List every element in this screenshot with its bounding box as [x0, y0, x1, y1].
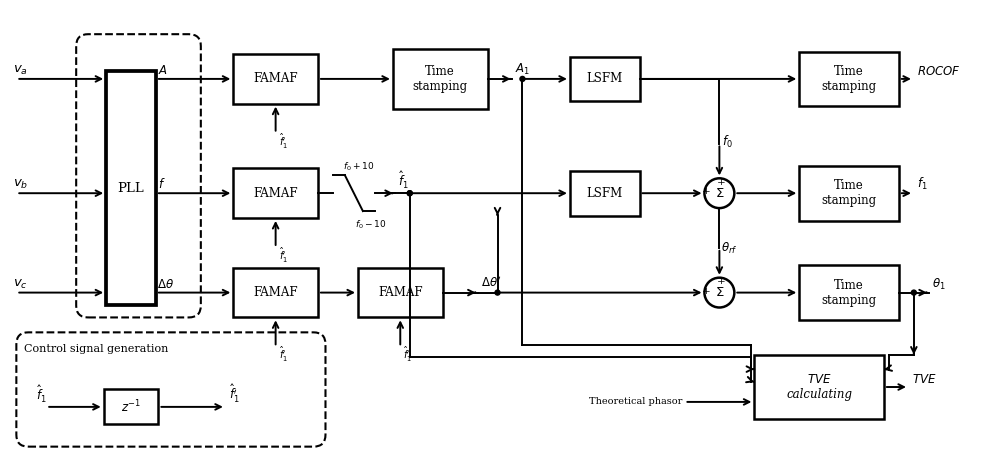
Circle shape	[407, 191, 412, 196]
Text: $\Delta\theta$: $\Delta\theta$	[157, 278, 174, 291]
FancyBboxPatch shape	[233, 54, 318, 104]
Text: $\Delta\theta'$: $\Delta\theta'$	[481, 275, 501, 289]
Text: $\hat{f}_1'$: $\hat{f}_1'$	[279, 131, 288, 151]
Text: $TVE$
calculating: $TVE$ calculating	[786, 373, 852, 401]
FancyBboxPatch shape	[754, 355, 884, 419]
FancyBboxPatch shape	[358, 268, 443, 318]
FancyBboxPatch shape	[570, 171, 640, 216]
Text: $ROCOF$: $ROCOF$	[917, 65, 961, 78]
Text: $f_1$: $f_1$	[917, 176, 927, 192]
Circle shape	[407, 191, 412, 196]
Text: $\hat{f}_1$: $\hat{f}_1$	[398, 170, 409, 191]
Text: $\Sigma$: $\Sigma$	[715, 286, 724, 299]
FancyBboxPatch shape	[799, 52, 899, 106]
Text: Control signal generation: Control signal generation	[24, 344, 168, 354]
Text: FAMAF: FAMAF	[253, 187, 298, 200]
Text: $TVE$: $TVE$	[912, 373, 936, 386]
Text: FAMAF: FAMAF	[253, 286, 298, 299]
Circle shape	[520, 77, 525, 82]
Text: +: +	[717, 178, 726, 187]
Text: $\hat{f}_1'$: $\hat{f}_1'$	[229, 382, 239, 405]
FancyBboxPatch shape	[16, 333, 325, 447]
Text: $v_c$: $v_c$	[13, 278, 28, 291]
Text: $f$: $f$	[158, 177, 166, 191]
Text: $\Sigma$: $\Sigma$	[715, 187, 724, 200]
FancyBboxPatch shape	[799, 166, 899, 221]
FancyBboxPatch shape	[233, 169, 318, 218]
Text: $f_0-10$: $f_0-10$	[355, 218, 386, 231]
Text: $\hat{f}_1'$: $\hat{f}_1'$	[403, 345, 412, 365]
Text: PLL: PLL	[118, 182, 144, 195]
FancyBboxPatch shape	[106, 72, 156, 305]
Text: Time
stamping: Time stamping	[821, 179, 877, 207]
FancyBboxPatch shape	[799, 265, 899, 320]
Text: LSFM: LSFM	[587, 187, 623, 200]
Text: FAMAF: FAMAF	[253, 72, 298, 86]
Text: FAMAF: FAMAF	[378, 286, 423, 299]
Text: $f_0$: $f_0$	[722, 135, 733, 150]
Text: $v_a$: $v_a$	[13, 64, 28, 77]
Text: Time
stamping: Time stamping	[821, 279, 877, 307]
Text: Theoretical phasor: Theoretical phasor	[589, 397, 682, 406]
Text: $\theta_1$: $\theta_1$	[932, 276, 945, 292]
Text: $\hat{f}_1'$: $\hat{f}_1'$	[279, 246, 288, 265]
Text: LSFM: LSFM	[587, 72, 623, 86]
Text: Time
stamping: Time stamping	[821, 65, 877, 93]
Text: +: +	[702, 287, 710, 296]
FancyBboxPatch shape	[76, 34, 201, 318]
Text: +: +	[717, 277, 726, 286]
Text: $v_b$: $v_b$	[13, 178, 29, 191]
FancyBboxPatch shape	[570, 57, 640, 101]
FancyBboxPatch shape	[393, 49, 488, 109]
FancyBboxPatch shape	[104, 390, 158, 424]
Text: $\theta_{rf}$: $\theta_{rf}$	[721, 241, 738, 256]
Text: $z^{-1}$: $z^{-1}$	[121, 399, 141, 415]
Text: +: +	[702, 187, 710, 196]
Circle shape	[911, 290, 916, 295]
Text: Time
stamping: Time stamping	[413, 65, 468, 93]
Text: $\hat{f}_1$: $\hat{f}_1$	[36, 384, 47, 405]
Text: $f_0+10$: $f_0+10$	[343, 161, 374, 173]
Text: $A_1$: $A_1$	[515, 62, 531, 77]
Circle shape	[495, 290, 500, 295]
Text: $\hat{f}_1'$: $\hat{f}_1'$	[279, 345, 288, 365]
Text: $A$: $A$	[158, 64, 168, 77]
FancyBboxPatch shape	[233, 268, 318, 318]
